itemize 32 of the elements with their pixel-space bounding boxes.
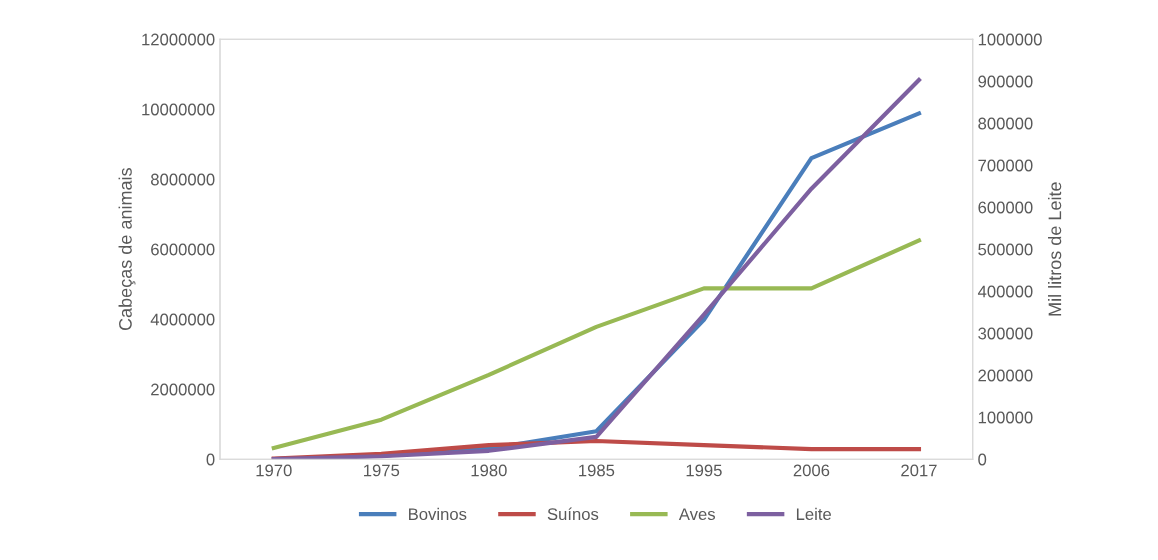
y2-tick-label: 500000: [978, 243, 1033, 256]
x-tick-label: 1985: [579, 464, 615, 477]
y-tick-label: 2000000: [151, 383, 215, 396]
y-tick-label: 6000000: [151, 243, 215, 256]
y-tick-label: 12000000: [142, 33, 215, 46]
x-tick-label: 1975: [364, 464, 400, 477]
y2-tick-label: 300000: [978, 327, 1033, 340]
y2-tick-label: 700000: [978, 159, 1033, 172]
y2-tick-label: 800000: [978, 117, 1033, 130]
y2-tick-label: 1000000: [978, 33, 1042, 46]
y2-tick-label: 0: [978, 453, 987, 466]
y-tick-label: 4000000: [150, 313, 215, 326]
legend-label: Aves: [678, 508, 715, 521]
y-axis-title: Cabeças de animais: [118, 168, 136, 331]
legend-label: Bovinos: [409, 507, 467, 521]
x-tick-label: 1970: [256, 464, 292, 477]
y2-tick-label: 600000: [978, 201, 1033, 214]
x-tick-label: 2006: [793, 464, 830, 477]
y2-tick-label: 400000: [977, 285, 1033, 298]
y-tick-label: 10000000: [142, 103, 215, 116]
legend-label: Leite: [796, 507, 831, 521]
y2-axis-title: Mil litros de Leite: [1048, 182, 1062, 316]
line-series: [271, 238, 922, 451]
legend-label: Suínos: [547, 507, 599, 521]
y-tick-label: 8000000: [151, 173, 215, 186]
x-tick-label: 1980: [471, 464, 507, 477]
y-tick-label: 0: [206, 453, 215, 466]
y2-tick-label: 900000: [978, 75, 1033, 88]
x-tick-label: 1995: [686, 464, 722, 477]
y2-tick-label: 200000: [978, 369, 1033, 382]
y2-tick-label: 100000: [978, 411, 1033, 424]
x-tick-label: 2017: [901, 464, 937, 477]
